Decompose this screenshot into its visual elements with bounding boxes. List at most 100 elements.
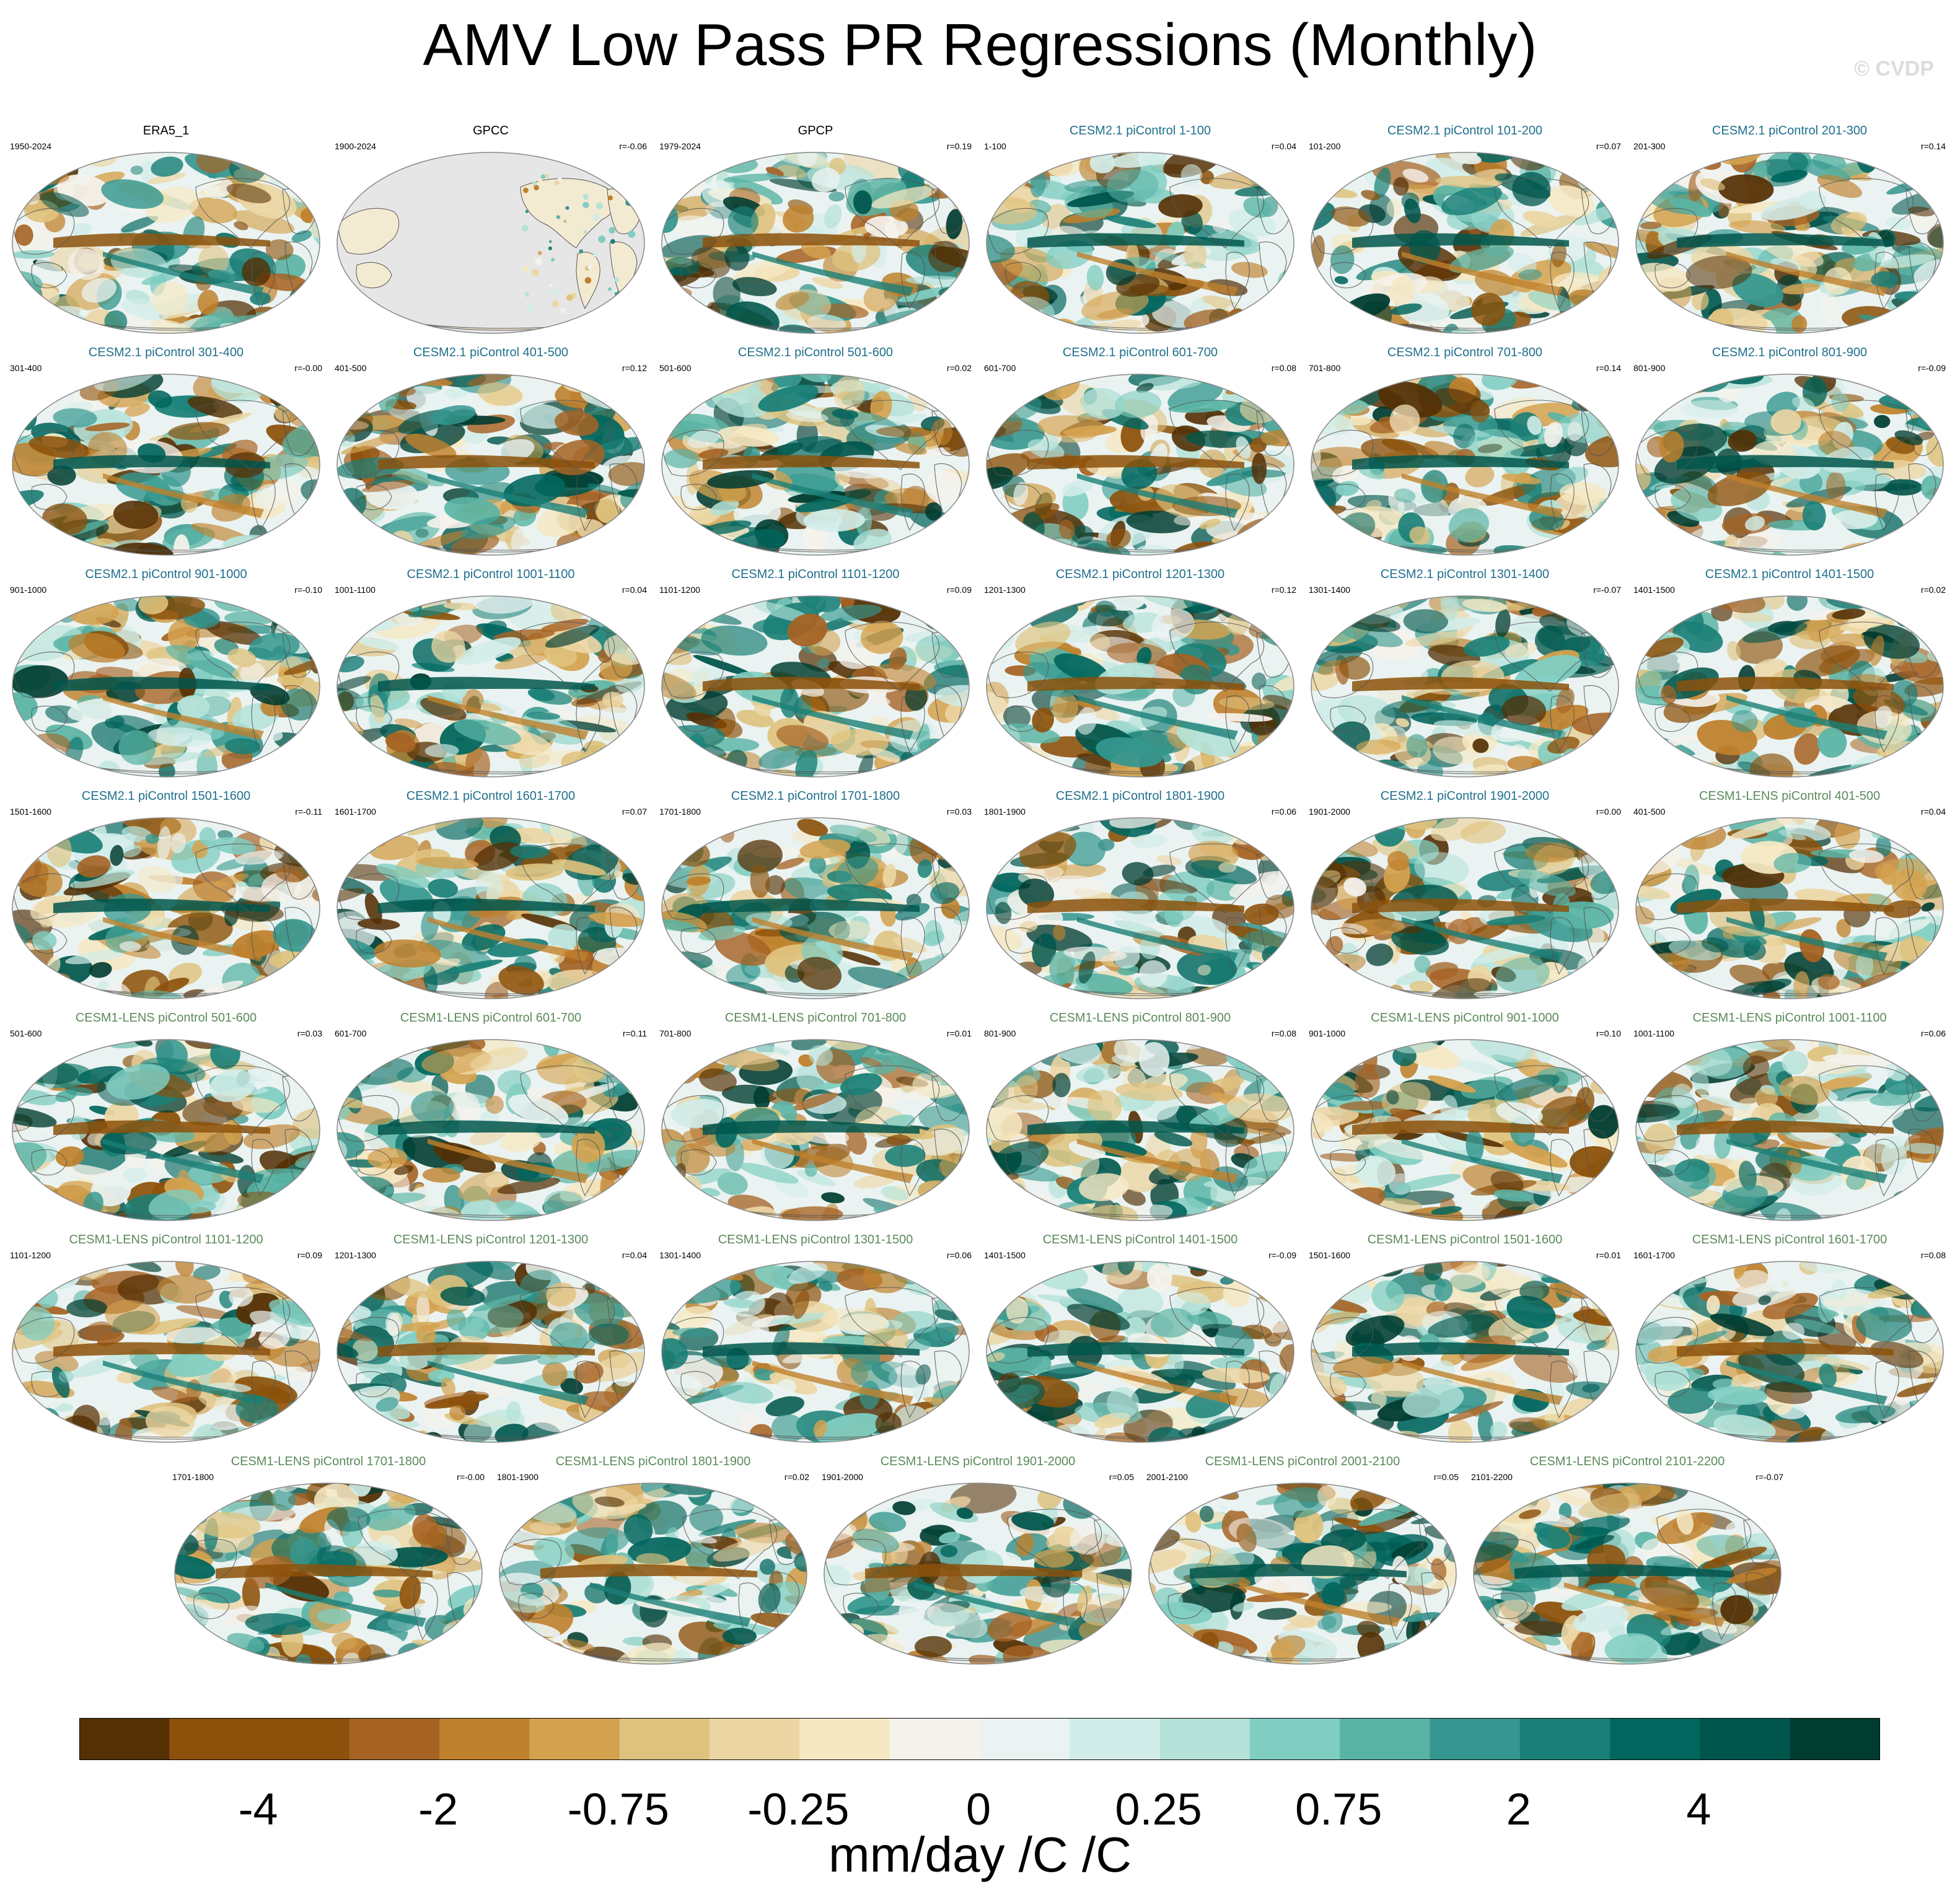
anomaly-blob (750, 203, 776, 237)
anomaly-blob (945, 827, 969, 854)
anomaly-blob (305, 1040, 320, 1055)
anomaly-blob (1244, 756, 1294, 772)
anomaly-blob (718, 1206, 776, 1220)
panel-correlation: r=0.19 (946, 141, 972, 151)
anomaly-blob (157, 826, 171, 861)
anomaly-blob (1652, 395, 1673, 405)
panel-title: CESM1-LENS piControl 601-700 (400, 1011, 582, 1025)
map-border (661, 595, 970, 778)
anomaly-blob (263, 818, 307, 830)
anomaly-blob (1311, 387, 1327, 402)
anomaly-blob (921, 756, 960, 773)
anomaly-blob (1255, 825, 1289, 837)
anomaly-blob (1237, 374, 1289, 382)
anomaly-blob (25, 537, 58, 555)
continent-outline (1550, 1139, 1575, 1197)
anomaly-blob (1636, 385, 1655, 406)
anomaly-blob (1019, 921, 1038, 932)
panel-title: CESM1-LENS piControl 801-900 (1049, 1011, 1231, 1025)
anomaly-blob (290, 157, 320, 176)
continent-outline (1819, 621, 1914, 692)
anomaly-blob (1883, 479, 1923, 496)
anomaly-blob (1754, 162, 1768, 180)
anomaly-blob (337, 1186, 361, 1217)
panel-period: 901-1000 (10, 585, 47, 595)
anomaly-blob (1652, 1040, 1693, 1051)
land-precip-cell (593, 252, 598, 257)
anomaly-blob (1588, 535, 1619, 555)
regression-map (12, 1039, 320, 1221)
anomaly-blob (337, 888, 365, 906)
anomaly-blob (1126, 510, 1191, 533)
anomaly-blob (1283, 743, 1294, 777)
anomaly-blob (587, 483, 625, 496)
map-border (986, 152, 1294, 334)
panel-period: 1901-2000 (1309, 807, 1350, 817)
anomaly-blob (1337, 537, 1374, 553)
anomaly-blob (1130, 833, 1167, 848)
anomaly-blob (1086, 374, 1139, 380)
anomaly-blob (65, 949, 128, 965)
anomaly-blob (1760, 196, 1827, 221)
anomaly-blob (1045, 240, 1093, 269)
anomaly-blob (270, 377, 297, 397)
anomaly-blob (1122, 1189, 1146, 1206)
panel-period: 501-600 (10, 1028, 42, 1038)
itcz-band (703, 898, 920, 913)
spcz-band (752, 917, 913, 962)
anomaly-blob (672, 637, 723, 655)
anomaly-blob (828, 920, 872, 940)
anomaly-blob (595, 818, 633, 826)
anomaly-blob (121, 826, 152, 843)
anomaly-blob (367, 1147, 408, 1169)
panel-title: GPCP (798, 124, 833, 138)
anomaly-blob (1280, 1198, 1294, 1209)
anomaly-blob (337, 1213, 362, 1220)
anomaly-blob (1387, 851, 1410, 872)
anomaly-blob (1920, 852, 1940, 863)
anomaly-blob (1729, 220, 1786, 234)
anomaly-blob (407, 386, 455, 416)
anomaly-blob (284, 320, 320, 333)
anomaly-blob (1507, 253, 1537, 274)
anomaly-blob (1311, 618, 1334, 628)
spcz-band (1726, 917, 1887, 962)
panel-period: 1701-1800 (659, 807, 701, 817)
anomaly-blob (1168, 400, 1237, 413)
anomaly-blob (1594, 529, 1618, 555)
continent-outline (13, 873, 75, 920)
map-panel: CESM2.1 piControl 301-400 301-400 r=-0.00 (9, 346, 323, 563)
anomaly-blob (1556, 467, 1589, 485)
anomaly-blob (689, 1203, 734, 1220)
anomaly-blob (505, 863, 564, 881)
anomaly-blob (107, 1064, 170, 1100)
land-precip-cell (522, 265, 530, 273)
anomaly-blob (1636, 770, 1679, 777)
continent-outline (900, 917, 925, 975)
anomaly-blob (1374, 167, 1391, 198)
anomaly-blob (936, 685, 969, 708)
continent-outline (1819, 400, 1914, 470)
continent-outline (356, 1149, 392, 1176)
anomaly-blob (305, 296, 320, 311)
continent-outline (845, 178, 940, 248)
anomaly-blob (1037, 415, 1106, 439)
anomaly-blob (781, 1206, 843, 1220)
anomaly-blob (662, 818, 695, 829)
anomaly-blob (293, 1183, 307, 1200)
anomaly-blob (118, 730, 156, 765)
regression-map (12, 595, 320, 778)
anomaly-blob (199, 827, 216, 847)
land-precip-cell (524, 292, 529, 297)
map-border (1311, 817, 1619, 999)
anomaly-blob (1114, 390, 1162, 418)
anomaly-blob (1548, 818, 1582, 831)
anomaly-blob (1588, 1105, 1619, 1139)
anomaly-blob (1431, 1206, 1462, 1215)
continent-outline (251, 252, 276, 310)
anomaly-blob (340, 1053, 364, 1067)
anomaly-blob (662, 288, 688, 313)
anomaly-blob (706, 766, 727, 776)
anomaly-blob (1667, 152, 1708, 160)
anomaly-blob (607, 1054, 625, 1071)
